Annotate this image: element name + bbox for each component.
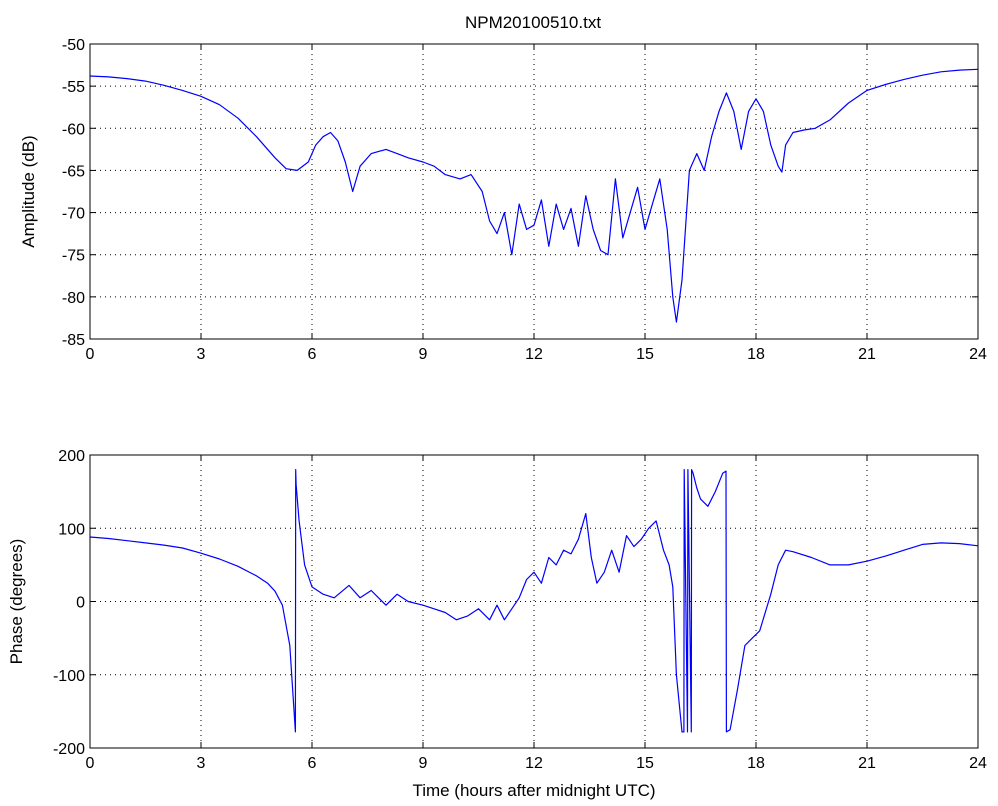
chart0-ytick-label-0: -85 (62, 332, 85, 349)
chart0-series-line-0 (89, 68, 979, 323)
chart0-ylabel: Amplitude (dB) (19, 135, 38, 247)
figure-title: NPM20100510.txt (465, 13, 601, 32)
chart0-xtick-label-3: 9 (419, 346, 428, 363)
chart1-xtick-label-7: 21 (858, 755, 876, 772)
chart1-xlabel: Time (hours after midnight UTC) (412, 781, 655, 800)
chart1-xtick-label-6: 18 (747, 755, 765, 772)
chart1-xtick-label-3: 9 (419, 755, 428, 772)
chart1-plot-area (90, 455, 978, 748)
chart1-ytick-label-4: 200 (58, 448, 85, 465)
chart1-ytick-label-1: -100 (53, 668, 85, 685)
chart1-series-line-0 (89, 469, 979, 733)
chart0-ytick-label-1: -80 (62, 290, 85, 307)
chart1-ytick-label-0: -200 (53, 741, 85, 758)
chart0-ytick-label-6: -55 (62, 79, 85, 96)
chart0-xtick-label-0: 0 (86, 346, 95, 363)
chart1-xtick-label-4: 12 (525, 755, 543, 772)
chart1-ylabel: Phase (degrees) (7, 539, 26, 665)
chart0-ytick-label-2: -75 (62, 248, 85, 265)
chart0-xtick-label-8: 24 (969, 346, 987, 363)
chart0-xtick-label-1: 3 (197, 346, 206, 363)
amplitude-plot: 0 3 6 9 12 15 18 21 24 -85 -80 -75 -70 -65 -60 -55 -50 Am… (19, 37, 987, 363)
chart1-ytick-label-3: 100 (58, 521, 85, 538)
chart0-xtick-label-2: 6 (308, 346, 317, 363)
chart1-xtick-label-0: 0 (86, 755, 95, 772)
chart0-ytick-label-7: -50 (62, 37, 85, 54)
chart1-xtick-label-2: 6 (308, 755, 317, 772)
chart0-ytick-label-3: -70 (62, 206, 85, 223)
chart1-xtick-label-8: 24 (969, 755, 987, 772)
chart0-ytick-label-5: -60 (62, 121, 85, 138)
chart0-xtick-label-6: 18 (747, 346, 765, 363)
chart0-xtick-label-4: 12 (525, 346, 543, 363)
chart0-xtick-label-5: 15 (636, 346, 654, 363)
chart1-xtick-label-5: 15 (636, 755, 654, 772)
phase-plot: 0 3 6 9 12 15 18 21 24 -200 -100 0 100 200 Phase (degr… (7, 448, 987, 800)
chart1-xtick-label-1: 3 (197, 755, 206, 772)
chart0-ytick-label-4: -65 (62, 163, 85, 180)
chart0-xtick-label-7: 21 (858, 346, 876, 363)
chart1-ytick-label-2: 0 (76, 595, 85, 612)
